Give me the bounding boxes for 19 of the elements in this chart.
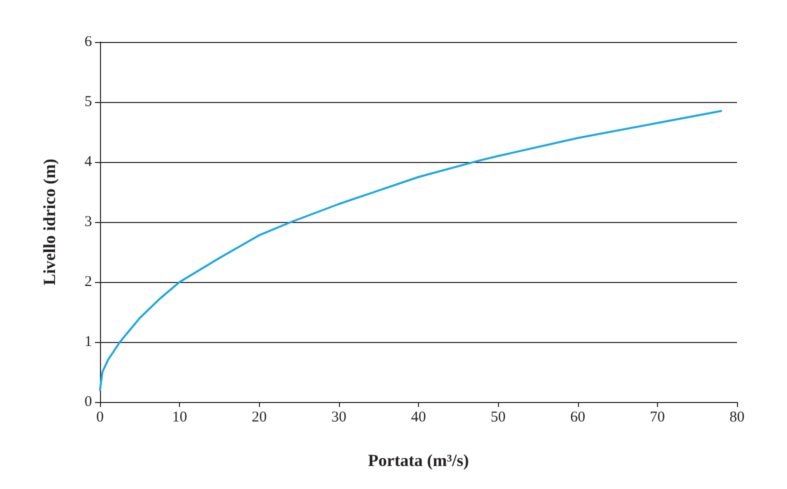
x-tick-label: 20	[252, 410, 267, 426]
y-tick-label: 0	[84, 394, 92, 410]
y-tick-label: 2	[84, 274, 92, 290]
x-tick-label: 50	[490, 410, 506, 426]
y-tick-label: 5	[84, 94, 92, 110]
x-axis-title: Portata (m³/s)	[368, 451, 469, 470]
x-tick-label: 80	[730, 410, 744, 426]
y-tick-label: 4	[84, 154, 92, 170]
x-tick-label: 70	[650, 410, 665, 426]
y-tick-label: 1	[84, 334, 92, 350]
x-tick-label: 30	[331, 410, 346, 426]
x-tick-label: 40	[411, 410, 426, 426]
y-tick-label: 6	[84, 34, 92, 50]
y-tick-label: 3	[84, 214, 92, 230]
y-axis-title: Livello idrico (m)	[40, 158, 59, 286]
line-series	[99, 110, 722, 391]
x-tick-label: 0	[96, 410, 104, 426]
x-tick-label: 60	[570, 410, 586, 426]
x-tick-label: 10	[172, 410, 188, 426]
